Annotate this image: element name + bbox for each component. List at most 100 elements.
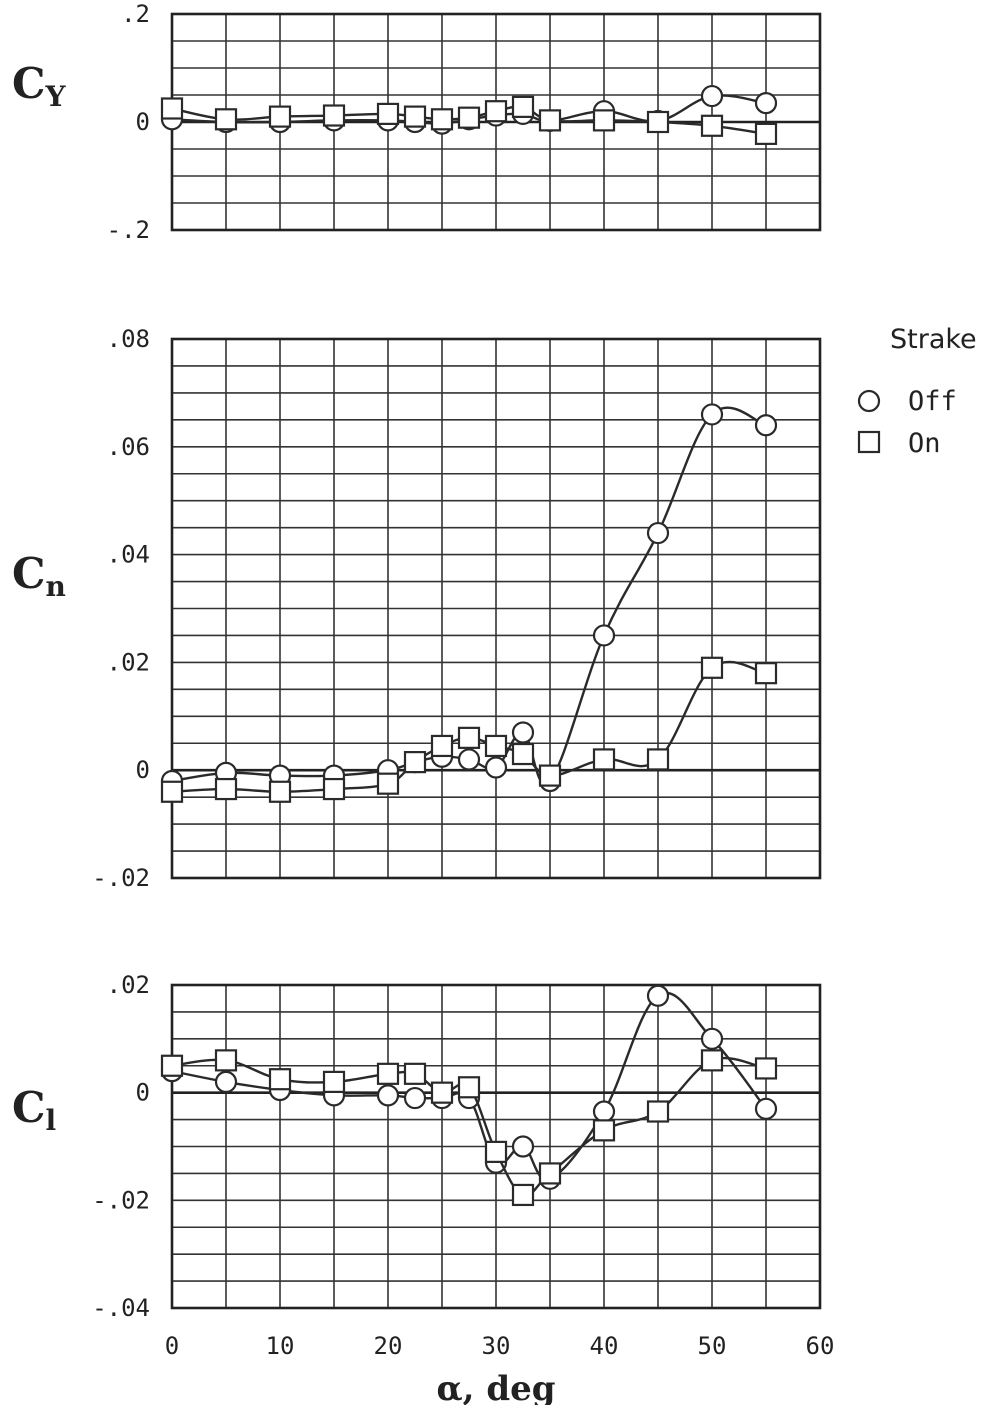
- data-point-square: [457, 1076, 481, 1099]
- data-point-circle: [592, 624, 616, 647]
- data-point-square: [403, 105, 427, 128]
- y-tick-label: -.02: [92, 1186, 150, 1214]
- y-tick-label: .02: [107, 648, 150, 676]
- data-point-square: [376, 1062, 400, 1085]
- data-point-square: [700, 114, 724, 137]
- series-cy-on: [160, 95, 778, 145]
- data-point-square: [457, 106, 481, 129]
- data-point-square: [430, 1081, 454, 1104]
- series-cn-on: [160, 656, 778, 803]
- data-point-square: [457, 726, 481, 749]
- data-point-square: [268, 780, 292, 803]
- x-tick-label: 30: [482, 1332, 511, 1360]
- data-point-square: [214, 1049, 238, 1072]
- data-point-square: [214, 108, 238, 131]
- y-tick-label: 0: [136, 756, 150, 784]
- data-point-square: [646, 110, 670, 134]
- y-axis-label-cl: Cl: [12, 1083, 56, 1137]
- data-point-square: [538, 1162, 562, 1185]
- series-cl-on: [160, 1049, 778, 1207]
- plot-frame: [170, 337, 822, 880]
- data-point-square: [538, 764, 562, 787]
- data-point-square: [268, 1068, 292, 1091]
- data-point-circle: [700, 1027, 724, 1050]
- data-point-circle: [484, 756, 508, 779]
- data-point-square: [376, 102, 400, 126]
- data-point-square: [430, 108, 454, 131]
- data-point-circle: [646, 984, 670, 1007]
- panel-cy: -.2 0 .2 CY: [12, 0, 822, 244]
- data-point-square: [160, 780, 184, 803]
- legend-label-on: On: [908, 428, 941, 459]
- y-tick-label: -.04: [92, 1294, 150, 1322]
- data-point-square: [430, 734, 454, 758]
- data-point-square: [538, 109, 562, 132]
- data-point-square: [376, 772, 400, 795]
- y-tick-label: .08: [107, 325, 150, 353]
- data-point-square: [403, 751, 427, 774]
- y-tick-label: 0: [136, 1079, 150, 1107]
- data-point-square: [754, 1057, 778, 1080]
- x-tick-label: 40: [590, 1332, 619, 1360]
- data-point-circle: [700, 403, 724, 426]
- data-point-circle: [754, 414, 778, 437]
- legend: Strake Off On: [857, 324, 977, 459]
- legend-entry-on: On: [857, 428, 941, 459]
- legend-marker-square: [857, 430, 881, 454]
- data-point-circle: [376, 1084, 400, 1107]
- y-tick-label: -.02: [92, 864, 150, 892]
- data-point-circle: [457, 748, 481, 771]
- data-point-circle: [511, 721, 535, 744]
- panel-cn: -.02 0 .02 .04 .06 .08 Cn: [12, 325, 822, 892]
- data-point-square: [511, 95, 535, 118]
- y-tick-label: .2: [121, 0, 150, 28]
- y-tick-label: .04: [107, 541, 150, 569]
- data-point-square: [322, 104, 346, 127]
- data-point-square: [322, 1070, 346, 1094]
- data-point-circle: [214, 1070, 238, 1094]
- y-tick-label: .02: [107, 971, 150, 999]
- data-point-square: [592, 1119, 616, 1142]
- data-point-square: [511, 1183, 535, 1207]
- data-point-circle: [403, 1086, 427, 1110]
- y-axis-label-cy: CY: [12, 59, 66, 113]
- y-tick-label: .06: [107, 433, 150, 461]
- data-point-square: [646, 1100, 670, 1123]
- data-point-square: [700, 1049, 724, 1072]
- data-point-circle: [511, 1135, 535, 1158]
- data-point-square: [646, 748, 670, 771]
- data-point-square: [268, 105, 292, 128]
- legend-marker-circle: [857, 389, 881, 413]
- y-axis-label-cn: Cn: [12, 549, 66, 603]
- chart-panels: -.2 0 .2 CY -.02 0 .02 .04 .06 .08 Cn -.04 -.02 0 .02 0…: [12, 0, 834, 1405]
- legend-label-off: Off: [908, 386, 957, 417]
- data-point-circle: [646, 521, 670, 545]
- data-point-square: [592, 748, 616, 771]
- data-point-circle: [754, 91, 778, 115]
- panel-cl: -.04 -.02 0 .02 0 10 20 30 40 50 60 Cl α, deg: [12, 971, 834, 1405]
- data-point-square: [511, 742, 535, 766]
- x-tick-label: 0: [165, 1332, 179, 1360]
- data-point-square: [754, 122, 778, 145]
- data-point-square: [403, 1062, 427, 1085]
- data-point-circle: [592, 1100, 616, 1123]
- x-axis-label: α, deg: [436, 1369, 555, 1405]
- x-tick-label: 50: [698, 1332, 727, 1360]
- legend-entry-off: Off: [857, 386, 957, 417]
- data-point-square: [160, 1054, 184, 1077]
- data-point-square: [484, 1140, 508, 1163]
- data-point-circle: [700, 84, 724, 108]
- data-point-circle: [754, 1097, 778, 1120]
- x-tick-label: 60: [806, 1332, 835, 1360]
- data-point-square: [700, 656, 724, 679]
- plot-frame: [170, 983, 822, 1310]
- data-point-square: [592, 109, 616, 132]
- y-tick-label: 0: [136, 108, 150, 136]
- data-point-square: [754, 662, 778, 685]
- x-tick-label: 20: [374, 1332, 403, 1360]
- y-tick-label: -.2: [107, 216, 150, 244]
- data-point-square: [484, 100, 508, 123]
- x-tick-label: 10: [266, 1332, 295, 1360]
- data-point-square: [160, 97, 184, 120]
- data-point-square: [484, 734, 508, 758]
